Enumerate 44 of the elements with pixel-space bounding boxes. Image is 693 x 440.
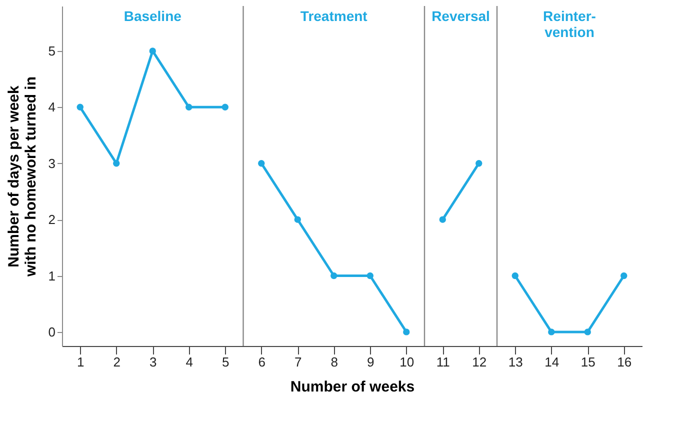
x-tick-label: 5 bbox=[222, 354, 230, 370]
y-tick-label: 1 bbox=[48, 268, 56, 284]
annotation: Treatment bbox=[300, 8, 368, 24]
x-tick-label: 15 bbox=[580, 354, 596, 370]
x-tick-label: 16 bbox=[617, 354, 632, 370]
x-tick-label: 13 bbox=[508, 354, 523, 370]
x-tick-label: 14 bbox=[544, 354, 560, 370]
point bbox=[149, 48, 156, 54]
x-tick-label: 6 bbox=[258, 354, 266, 370]
x-tick-label: 3 bbox=[150, 354, 157, 370]
x-tick-label: 8 bbox=[330, 354, 338, 370]
point bbox=[548, 328, 555, 336]
point bbox=[294, 216, 301, 223]
point bbox=[584, 328, 591, 336]
annotation: Reinter- vention bbox=[543, 8, 596, 40]
annotation: Reversal bbox=[432, 8, 490, 24]
y-axis-title: Number of days per week with no homework turned in bbox=[5, 76, 40, 278]
point bbox=[403, 328, 410, 336]
point bbox=[330, 272, 338, 280]
point bbox=[439, 216, 446, 223]
point bbox=[113, 160, 120, 167]
x-tick-label: 12 bbox=[472, 354, 487, 370]
point bbox=[186, 104, 192, 111]
point bbox=[258, 160, 265, 167]
point bbox=[366, 272, 374, 280]
x-tick-label: 2 bbox=[113, 354, 120, 370]
x-tick-label: 1 bbox=[77, 354, 84, 370]
point bbox=[512, 272, 518, 280]
point bbox=[76, 104, 84, 111]
x-axis-title: Number of weeks bbox=[290, 378, 415, 396]
x-tick-label: 9 bbox=[367, 354, 374, 370]
y-tick-label: 2 bbox=[48, 212, 56, 228]
point bbox=[620, 272, 628, 280]
point bbox=[222, 104, 228, 111]
point bbox=[476, 160, 482, 167]
y-tick-label: 0 bbox=[48, 324, 56, 340]
x-tick-label: 4 bbox=[186, 354, 193, 370]
x-tick-label: 7 bbox=[294, 354, 302, 370]
y-tick-label: 4 bbox=[48, 100, 56, 115]
y-tick-label: 3 bbox=[48, 156, 56, 171]
x-tick-label: 11 bbox=[436, 354, 450, 370]
x-tick-label: 10 bbox=[400, 354, 414, 370]
annotation: Baseline bbox=[124, 8, 182, 24]
y-tick-label: 5 bbox=[48, 43, 56, 58]
